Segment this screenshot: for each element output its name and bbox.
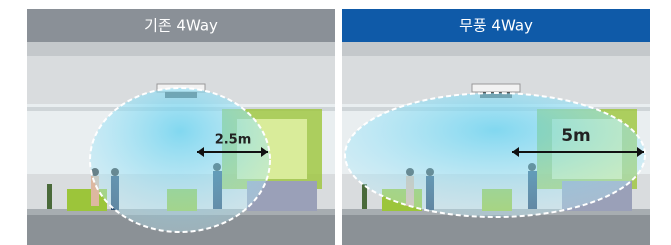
airflow: [90, 88, 270, 232]
comparison: 기존 4Way 2.5m 무풍 4Way 5m: [0, 0, 671, 245]
panel-title: 기존 4Way: [144, 17, 218, 35]
panel-left: 기존 4Way 2.5m: [27, 9, 335, 245]
panel-right: 무풍 4Way 5m: [342, 9, 650, 245]
distance-label: 5m: [561, 126, 591, 146]
page: 기존 4Way 2.5m 무풍 4Way 5m (() => { const d…: [0, 0, 671, 245]
panel-title: 무풍 4Way: [459, 17, 533, 35]
airflow: [345, 93, 645, 217]
distance-label: 2.5m: [215, 133, 252, 148]
